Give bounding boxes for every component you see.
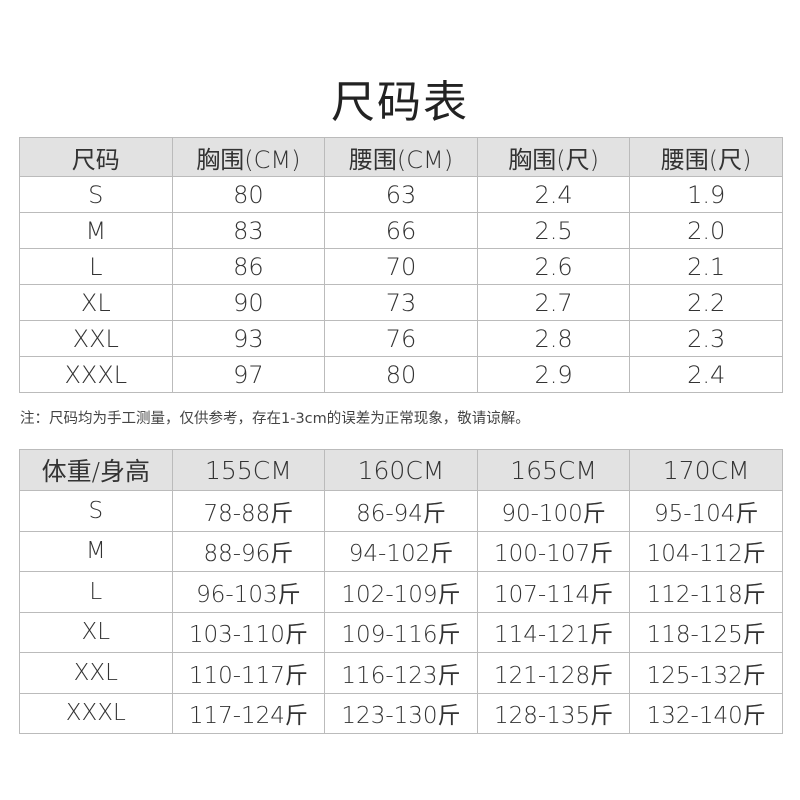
value-cell: 112-118斤 [629,571,783,613]
value-cell: 86 [171,248,326,285]
column-header: 胸围(CM) [171,137,326,177]
table-row: M 88-96斤 94-102斤 100-107斤 104-112斤 [19,530,783,572]
table-row: S 80 63 2.4 1.9 [19,176,783,213]
value-cell: 128-135斤 [476,692,631,734]
value-cell: 125-132斤 [629,652,783,694]
table-row: XXL 110-117斤 116-123斤 121-128斤 125-132斤 [19,652,783,694]
value-cell: 121-128斤 [476,652,631,694]
value-cell: 76 [324,320,478,357]
column-header: 胸围(尺) [476,137,631,177]
value-cell: 86-94斤 [324,490,478,532]
table-row: XL 90 73 2.7 2.2 [19,284,783,321]
table-row: XXL 93 76 2.8 2.3 [19,320,783,357]
value-cell: 102-109斤 [324,571,478,613]
value-cell: 114-121斤 [476,611,631,653]
value-cell: 104-112斤 [629,530,783,572]
value-cell: 2.3 [629,320,783,357]
value-cell: 90 [171,284,326,321]
value-cell: 94-102斤 [324,530,478,572]
size-cell: XL [19,611,173,653]
column-header: 腰围(CM) [324,137,478,177]
value-cell: 66 [324,212,478,249]
value-cell: 117-124斤 [171,692,326,734]
table-row: M 83 66 2.5 2.0 [19,212,783,249]
size-cell: S [19,490,173,532]
value-cell: 107-114斤 [476,571,631,613]
column-header: 170CM [629,449,783,491]
column-header: 160CM [324,449,478,491]
measurement-note: 注：尺码均为手工测量，仅供参考，存在1-3cm的误差为正常现象，敬请谅解。 [20,411,530,427]
value-cell: 80 [324,356,478,393]
value-cell: 90-100斤 [476,490,631,532]
value-cell: 116-123斤 [324,652,478,694]
size-cell: XXL [19,320,173,357]
size-cell: XXL [19,652,173,694]
value-cell: 2.5 [476,212,631,249]
column-header: 体重/身高 [19,449,173,491]
value-cell: 97 [171,356,326,393]
header-row: 体重/身高 155CM 160CM 165CM 170CM [19,449,783,491]
size-cell: M [19,212,173,249]
table-row: XL 103-110斤 109-116斤 114-121斤 118-125斤 [19,611,783,653]
value-cell: 2.6 [476,248,631,285]
table-row: L 86 70 2.6 2.1 [19,248,783,285]
value-cell: 2.4 [629,356,783,393]
value-cell: 109-116斤 [324,611,478,653]
page-title: 尺码表 [331,77,469,128]
value-cell: 100-107斤 [476,530,631,572]
value-cell: 2.4 [476,176,631,213]
value-cell: 132-140斤 [629,692,783,734]
table-row: S 78-88斤 86-94斤 90-100斤 95-104斤 [19,490,783,532]
value-cell: 2.0 [629,212,783,249]
value-cell: 2.7 [476,284,631,321]
value-cell: 63 [324,176,478,213]
value-cell: 80 [171,176,326,213]
value-cell: 1.9 [629,176,783,213]
value-cell: 83 [171,212,326,249]
value-cell: 95-104斤 [629,490,783,532]
column-header: 腰围(尺) [629,137,783,177]
value-cell: 70 [324,248,478,285]
value-cell: 73 [324,284,478,321]
value-cell: 123-130斤 [324,692,478,734]
size-cell: M [19,530,173,572]
column-header: 155CM [171,449,326,491]
value-cell: 78-88斤 [171,490,326,532]
column-header: 尺码 [19,137,173,177]
value-cell: 2.2 [629,284,783,321]
size-cell: XXXL [19,692,173,734]
value-cell: 93 [171,320,326,357]
size-cell: XL [19,284,173,321]
value-cell: 2.9 [476,356,631,393]
weight-height-table: 体重/身高 155CM 160CM 165CM 170CM S 78-88斤 86-94斤 90… [19,449,783,734]
table-row: XXXL 117-124斤 123-130斤 128-135斤 132-140斤 [19,692,783,734]
value-cell: 88-96斤 [171,530,326,572]
value-cell: 118-125斤 [629,611,783,653]
header-row: 尺码 胸围(CM) 腰围(CM) 胸围(尺) 腰围(尺) [19,137,783,177]
value-cell: 2.1 [629,248,783,285]
size-cell: L [19,571,173,613]
measurement-table: 尺码 胸围(CM) 腰围(CM) 胸围(尺) 腰围(尺) S 80 63 2.4 1.9 M 83 66… [19,137,783,393]
table-row: L 96-103斤 102-109斤 107-114斤 112-118斤 [19,571,783,613]
size-cell: L [19,248,173,285]
size-cell: XXXL [19,356,173,393]
size-cell: S [19,176,173,213]
value-cell: 96-103斤 [171,571,326,613]
table-row: XXXL 97 80 2.9 2.4 [19,356,783,393]
value-cell: 110-117斤 [171,652,326,694]
value-cell: 103-110斤 [171,611,326,653]
value-cell: 2.8 [476,320,631,357]
column-header: 165CM [476,449,631,491]
